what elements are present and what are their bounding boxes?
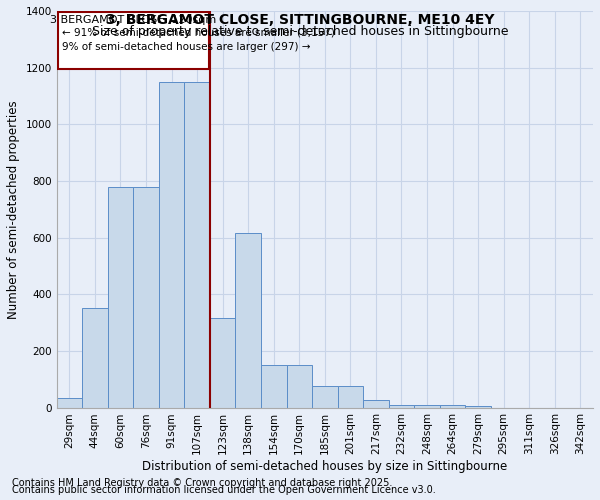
Bar [82, 308, 108, 408]
X-axis label: Distribution of semi-detached houses by size in Sittingbourne: Distribution of semi-detached houses by … [142, 460, 508, 473]
Bar [133, 186, 159, 408]
Text: ← 91% of semi-detached houses are smaller (3,157): ← 91% of semi-detached houses are smalle… [62, 28, 335, 38]
Bar [210, 318, 235, 408]
Bar [338, 386, 363, 407]
Bar [414, 404, 440, 407]
Text: 3 BERGAMOT CLOSE: 120sqm: 3 BERGAMOT CLOSE: 120sqm [50, 14, 217, 24]
Bar [440, 404, 466, 407]
Bar [235, 234, 261, 408]
Text: Contains HM Land Registry data © Crown copyright and database right 2025.: Contains HM Land Registry data © Crown c… [12, 478, 392, 488]
Bar [389, 404, 414, 407]
Text: Contains public sector information licensed under the Open Government Licence v3: Contains public sector information licen… [12, 485, 436, 495]
Bar [312, 386, 338, 407]
Bar [108, 186, 133, 408]
Bar [56, 398, 82, 407]
Bar [363, 400, 389, 407]
Text: 3, BERGAMOT CLOSE, SITTINGBOURNE, ME10 4EY: 3, BERGAMOT CLOSE, SITTINGBOURNE, ME10 4… [106, 12, 494, 26]
Text: 9% of semi-detached houses are larger (297) →: 9% of semi-detached houses are larger (2… [62, 42, 310, 52]
Bar [287, 365, 312, 408]
Bar [261, 365, 287, 408]
Y-axis label: Number of semi-detached properties: Number of semi-detached properties [7, 100, 20, 318]
Bar [184, 82, 210, 407]
Bar [159, 82, 184, 407]
FancyBboxPatch shape [58, 12, 209, 69]
Text: Size of property relative to semi-detached houses in Sittingbourne: Size of property relative to semi-detach… [92, 25, 508, 38]
Bar [466, 406, 491, 407]
